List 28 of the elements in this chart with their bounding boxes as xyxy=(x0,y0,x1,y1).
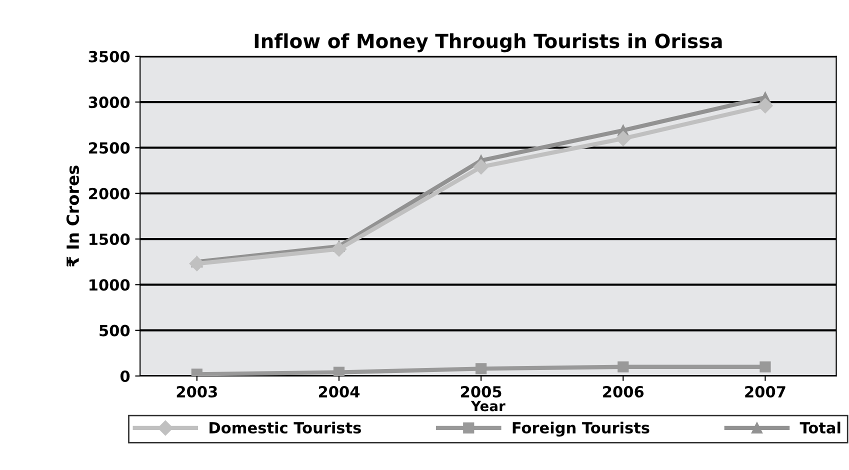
point xyxy=(760,361,771,372)
point xyxy=(476,363,487,374)
y-tick-label: 3000 xyxy=(88,96,130,108)
y-axis-title: ₹ In Crores xyxy=(66,166,80,267)
x-tick-label: 2004 xyxy=(318,386,360,398)
chart-title: Inflow of Money Through Tourists in Orissa xyxy=(254,33,722,52)
legend-label: Foreign Tourists xyxy=(512,422,650,437)
legend-label: Domestic Tourists xyxy=(210,422,361,434)
point xyxy=(758,98,773,114)
x-tick-label: 2006 xyxy=(603,386,644,398)
x-tick-label: 2007 xyxy=(745,386,786,398)
y-tick-label: 500 xyxy=(100,324,130,336)
point xyxy=(189,256,204,272)
x-tick-label: 2005 xyxy=(461,386,502,398)
point xyxy=(333,366,345,376)
y-tick-label: 1500 xyxy=(90,233,130,246)
point xyxy=(618,361,629,372)
y-tick-label: 0 xyxy=(120,370,130,382)
x-axis-title: Year xyxy=(470,400,506,412)
point xyxy=(474,159,489,174)
point xyxy=(616,131,631,146)
x-tick-label: 2003 xyxy=(176,386,217,398)
point xyxy=(331,242,347,257)
y-tick-label: 2000 xyxy=(89,188,130,200)
y-tick-label: 3500 xyxy=(88,50,130,62)
legend-label: Total xyxy=(800,422,840,434)
y-tick-label: 1000 xyxy=(90,279,130,291)
y-tick-label: 2500 xyxy=(89,142,130,154)
